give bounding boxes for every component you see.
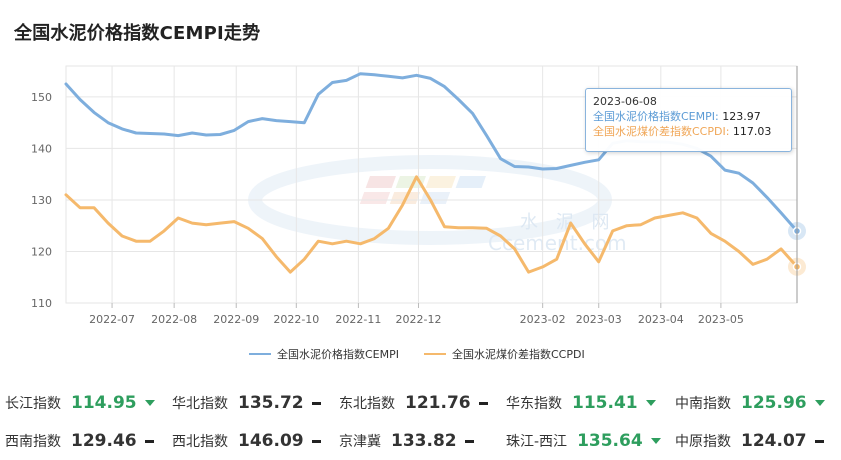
trend-flat-icon: [464, 439, 474, 443]
x-tick-label: 2023-03: [576, 313, 622, 326]
x-tick-label: 2022-09: [213, 313, 259, 326]
trend-down-icon: [645, 400, 656, 406]
index-name: 华北指数: [172, 396, 228, 412]
index-value: 146.09: [238, 431, 304, 451]
x-tick-label: 2022-08: [151, 313, 197, 326]
y-tick-label: 120: [31, 245, 52, 258]
legend-label-cempi: 全国水泥价格指数CEMPI: [277, 348, 399, 361]
y-tick-label: 150: [31, 91, 52, 104]
index-name: 西北指数: [172, 434, 228, 450]
index-value: 114.95: [71, 393, 137, 413]
index-item[interactable]: 西北指数 146.09: [172, 428, 321, 454]
index-value: 135.72: [238, 393, 304, 413]
page-title: 全国水泥价格指数CEMPI走势: [14, 23, 261, 44]
index-name: 东北指数: [339, 396, 395, 412]
y-tick-label: 130: [31, 194, 52, 207]
trend-flat-icon: [814, 439, 824, 443]
x-tick-label: 2022-12: [395, 313, 441, 326]
line-chart: 水 泥 网 Ccement.com 110 120 130 140 150 2022-0…: [31, 65, 806, 326]
watermark: 水 泥 网 Ccement.com: [248, 155, 627, 255]
index-name: 珠江-西江: [506, 434, 568, 450]
x-tick-label: 2022-11: [335, 313, 381, 326]
index-item[interactable]: 西南指数 129.46: [5, 428, 154, 454]
index-name: 西南指数: [5, 434, 61, 450]
ccpdi-line: [64, 175, 799, 274]
index-value: 133.82: [391, 431, 457, 451]
trend-flat-icon: [144, 439, 154, 443]
tooltip-date: 2023-06-08: [593, 95, 657, 108]
index-value: 135.64: [577, 431, 643, 451]
index-name: 京津冀: [339, 434, 381, 450]
index-value: 124.07: [741, 431, 807, 451]
trend-down-icon: [650, 438, 661, 444]
legend-item-ccpdi[interactable]: 全国水泥煤价差指数CCPDI: [424, 346, 585, 362]
index-item[interactable]: 华北指数 135.72: [172, 390, 321, 416]
index-item[interactable]: 中南指数 125.96: [675, 390, 825, 416]
trend-flat-icon: [478, 401, 488, 405]
y-tick-label: 110: [31, 297, 52, 310]
tooltip-cempi-value: 123.97: [722, 110, 761, 123]
watermark-tile: [365, 176, 396, 188]
tooltip-cempi-label: 全国水泥价格指数CEMPI:: [593, 110, 719, 123]
trend-flat-icon: [311, 439, 321, 443]
y-axis: 110 120 130 140 150: [31, 91, 52, 310]
tooltip-ccpdi-label: 全国水泥煤价差指数CCPDI:: [593, 125, 730, 138]
legend-swatch-ccpdi: [424, 353, 446, 355]
chart-legend: 全国水泥价格指数CEMPI 全国水泥煤价差指数CCPDI: [0, 346, 841, 362]
index-value: 129.46: [71, 431, 137, 451]
index-name: 华东指数: [506, 396, 562, 412]
index-value: 121.76: [405, 393, 471, 413]
trend-down-icon: [144, 400, 155, 406]
index-item[interactable]: 京津冀 133.82: [339, 428, 474, 454]
index-item[interactable]: 长江指数 114.95: [5, 390, 155, 416]
index-item[interactable]: 华东指数 115.41: [506, 390, 656, 416]
chart-tooltip: 2023-06-08 全国水泥价格指数CEMPI: 123.97 全国水泥煤价差…: [585, 88, 792, 152]
watermark-tile: [455, 176, 486, 188]
x-tick-label: 2022-10: [273, 313, 319, 326]
index-name: 长江指数: [5, 396, 61, 412]
x-tick-label: 2023-04: [638, 313, 684, 326]
x-tick-label: 2023-02: [520, 313, 566, 326]
index-name: 中南指数: [675, 396, 731, 412]
index-item[interactable]: 中原指数 124.07: [675, 428, 824, 454]
index-value: 125.96: [741, 393, 807, 413]
x-axis: 2022-07 2022-08 2022-09 2022-10 2022-11 2022-…: [89, 303, 744, 326]
index-value: 115.41: [572, 393, 638, 413]
x-tick-label: 2022-07: [89, 313, 135, 326]
legend-label-ccpdi: 全国水泥煤价差指数CCPDI: [452, 348, 585, 361]
index-name: 中原指数: [675, 434, 731, 450]
x-tick-label: 2023-05: [698, 313, 744, 326]
index-row: 西南指数 129.46 西北指数 146.09 京津冀 133.82 珠江-西江…: [0, 428, 841, 454]
index-row: 长江指数 114.95 华北指数 135.72 东北指数 121.76 华东指数…: [0, 390, 841, 416]
y-tick-label: 140: [31, 142, 52, 155]
index-item[interactable]: 珠江-西江 135.64: [506, 428, 661, 454]
index-item[interactable]: 东北指数 121.76: [339, 390, 488, 416]
legend-item-cempi[interactable]: 全国水泥价格指数CEMPI: [249, 346, 399, 362]
trend-flat-icon: [311, 401, 321, 405]
watermark-tile: [359, 192, 391, 204]
legend-swatch-cempi: [249, 353, 271, 355]
watermark-tile: [419, 192, 451, 204]
tooltip-ccpdi-value: 117.03: [732, 125, 772, 138]
watermark-tile: [425, 176, 456, 188]
trend-down-icon: [814, 400, 825, 406]
hover-markers: [788, 66, 806, 303]
